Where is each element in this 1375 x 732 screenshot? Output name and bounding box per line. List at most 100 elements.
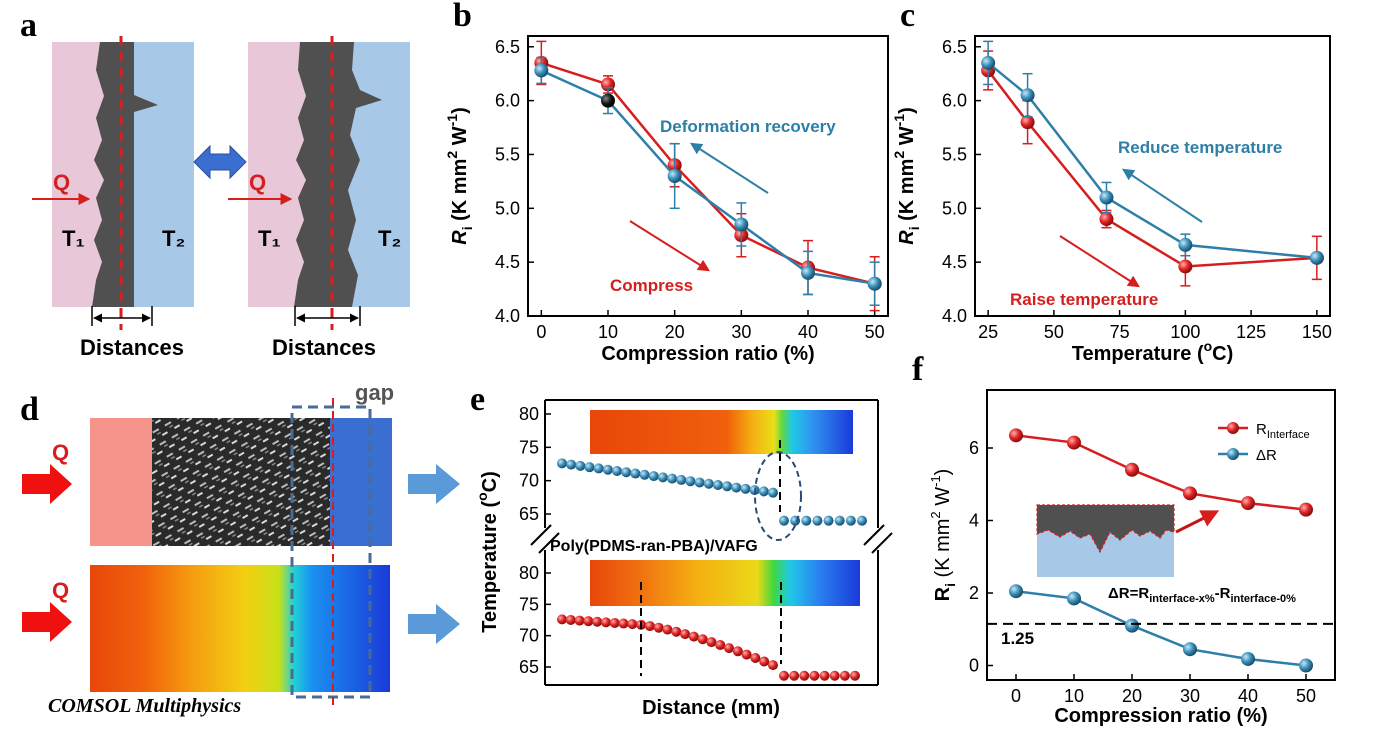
x-axis-label: Temperature (oC) [1072,338,1234,365]
gap-region-box [290,405,372,699]
q-label-right: Q [249,170,266,195]
q-label-top: Q [52,440,69,465]
data-point-red [706,637,717,648]
x-tick-label: 30 [731,322,751,342]
y-tick-label: 6.5 [495,37,520,57]
x-tick-label: 125 [1236,322,1266,342]
x-tick-label: 50 [1044,322,1064,342]
data-point-red [609,617,620,628]
data-point-red [789,670,800,681]
data-point-red [583,616,594,627]
annotation-reduce: Reduce temperature [1118,138,1282,157]
data-point-blue [801,515,812,526]
data-point-red [768,660,778,671]
data-point-red [741,649,752,660]
data-point-red [839,670,850,681]
data-point-blue [1299,658,1313,673]
data-point-blue [722,481,733,492]
x-tick-label: 40 [798,322,818,342]
panel-f-label: f [912,351,924,388]
inset-interface [1036,504,1175,554]
data-point-red [850,670,860,681]
data-point-blue [823,515,834,526]
data-point-blue [676,474,687,485]
data-point-blue [1099,190,1114,205]
data-point-blue [1125,618,1139,633]
heat-output-arrow-top [408,464,460,504]
chart-c: c 25 50 75 100 125 150 4.0 4.5 5.0 5.5 6.0 6.5 Temper… [891,0,1332,365]
delta-r-formula: ΔR=Rinterface-x%-Rinterface-0% [1108,585,1296,605]
data-point-blue [575,460,586,471]
y-tick-label: 4.0 [942,306,967,326]
x-tick-label: 10 [598,322,618,342]
data-point-red [1099,212,1114,227]
x-tick-label: 20 [1122,686,1142,706]
material-label: Poly(PDMS-ran-PBA)/VAFG [550,538,758,555]
data-point-blue [657,472,668,483]
t2-label-left: T₂ [162,226,185,251]
x-tick-label: 40 [1238,686,1258,706]
data-point-blue [768,487,778,498]
y-axis-label: Temperature (oC) [474,471,501,633]
data-point-blue [845,515,856,526]
data-point-red [1020,115,1035,130]
plot-frame [527,35,889,317]
data-point-red [819,670,830,681]
data-point-blue [812,515,823,526]
y-tick-label: 4.5 [942,252,967,272]
data-point-blue [648,471,659,482]
x-tick-label: 10 [1064,686,1084,706]
t2-label-right: T₂ [378,226,401,251]
x-axis-label: Compression ratio (%) [601,343,814,365]
y-tick-label: 4.0 [495,306,520,326]
t1-label-left: T₁ [62,226,85,251]
data-point-blue [612,465,623,476]
y-tick-label: 80 [519,404,539,424]
y-tick-label: 2 [969,583,979,603]
x-tick-label: 0 [1011,686,1021,706]
data-point-blue [758,486,769,497]
recovery-arrow [689,142,769,194]
data-point-red [715,640,726,651]
data-point-red [680,629,691,640]
data-point-blue [685,476,696,487]
data-point-red [644,621,655,632]
data-point-red [779,670,789,681]
series-line-blue [540,69,875,285]
data-point-red [732,646,743,657]
axis-break-mark [863,524,885,546]
data-point-blue [694,477,705,488]
panel-d: d gap Q Q COMSOL Multiphysics [20,380,460,717]
data-point-blue [779,515,789,526]
y-axis-label: Ri (K mm2 W-1) [891,107,922,245]
x-tick-label: 100 [1170,322,1200,342]
data-point-red [618,618,629,629]
panel-d-label: d [20,391,39,428]
data-point-red [1125,462,1139,477]
data-point-blue [857,515,867,526]
data-point-blue [1241,651,1255,666]
data-point-red [724,643,735,654]
threshold-label: 1.25 [1001,629,1034,648]
series-line-red [1015,434,1307,511]
inset-pointer-arrow [1175,510,1220,534]
legend-marker [1227,448,1239,460]
data-point-red [574,615,585,626]
data-point-blue [734,217,749,232]
data-point-blue [584,462,595,473]
data-point-blue [639,469,650,480]
double-arrow-icon [193,144,247,180]
data-point-blue [712,480,723,491]
series-line-red [540,61,875,285]
data-point-red [600,617,611,628]
panel-a: a Q T₁ T₂ Distances Q T₁ T₂ Distances [20,7,410,360]
data-point-blue [1009,584,1023,599]
y-tick-label: 5.0 [942,198,967,218]
y-tick-label: 75 [519,594,539,614]
y-tick-label: 4.5 [495,252,520,272]
y-tick-label: 5.0 [495,198,520,218]
data-point-red [1009,428,1023,443]
heat-source-block [90,418,152,546]
y-tick-label: 6.5 [942,37,967,57]
